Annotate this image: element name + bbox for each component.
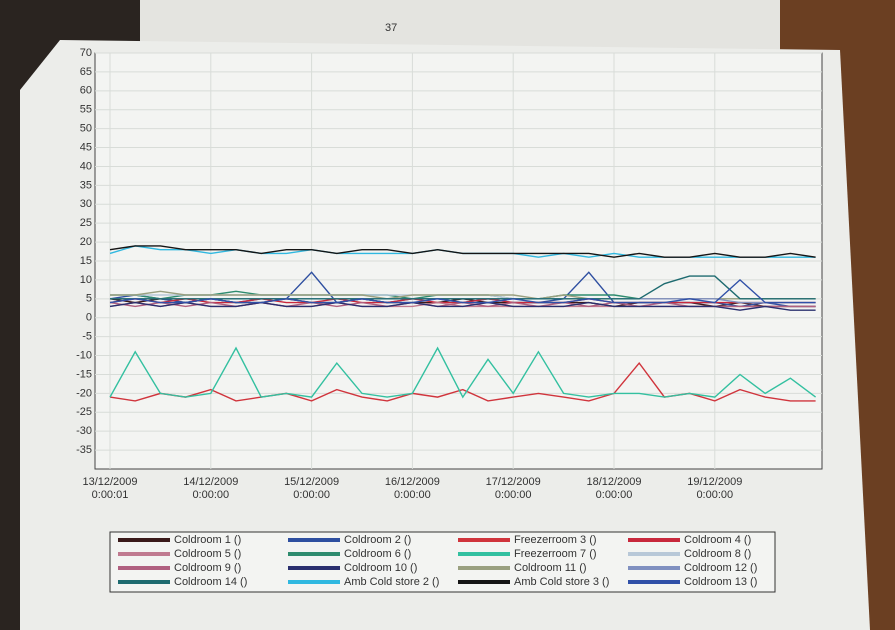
y-tick-label: 25 — [80, 217, 92, 229]
x-tick-label: 19/12/2009 0:00:00 — [687, 476, 743, 501]
series-line — [109, 361, 816, 402]
x-tick-label: 18/12/2009 0:00:00 — [586, 476, 642, 501]
y-tick-label: -15 — [76, 368, 92, 380]
legend-label: Coldroom 12 () — [684, 562, 757, 574]
legend-label: Coldroom 9 () — [174, 562, 241, 574]
y-tick-label: -30 — [76, 425, 92, 437]
legend-label: Freezerroom 7 () — [514, 548, 597, 560]
y-tick-label: 40 — [80, 160, 92, 172]
legend-label: Coldroom 14 () — [174, 576, 247, 588]
y-tick-label: 35 — [80, 179, 92, 191]
y-tick-label: 5 — [86, 293, 92, 305]
y-tick-label: 60 — [80, 85, 92, 97]
y-tick-label: 0 — [86, 312, 92, 324]
legend-label: Freezerroom 3 () — [514, 534, 597, 546]
y-tick-label: -10 — [76, 349, 92, 361]
series-line — [109, 278, 816, 304]
y-tick-label: -35 — [76, 444, 92, 456]
legend-label: Coldroom 8 () — [684, 548, 751, 560]
y-tick-label: 55 — [80, 104, 92, 116]
legend-label: Coldroom 1 () — [174, 534, 241, 546]
series-line — [109, 245, 816, 258]
series-line — [109, 346, 817, 399]
handwritten-note: 37 — [385, 22, 397, 34]
y-tick-label: -5 — [82, 331, 92, 343]
y-tick-label: 70 — [80, 47, 92, 59]
y-tick-label: 65 — [80, 66, 92, 78]
x-tick-label: 17/12/2009 0:00:00 — [485, 476, 541, 501]
legend-label: Coldroom 2 () — [344, 534, 411, 546]
y-tick-label: -20 — [76, 387, 92, 399]
y-tick-label: 20 — [80, 236, 92, 248]
legend-label: Coldroom 5 () — [174, 548, 241, 560]
legend-label: Coldroom 6 () — [344, 548, 411, 560]
legend-label: Coldroom 13 () — [684, 576, 757, 588]
y-tick-label: 50 — [80, 123, 92, 135]
x-tick-label: 15/12/2009 0:00:00 — [284, 476, 340, 501]
legend-label: Coldroom 4 () — [684, 534, 751, 546]
x-tick-label: 13/12/2009 0:00:01 — [82, 476, 138, 501]
y-tick-label: 10 — [80, 274, 92, 286]
y-tick-label: 15 — [80, 255, 92, 267]
series-line — [109, 301, 816, 311]
y-tick-label: 30 — [80, 198, 92, 210]
x-tick-label: 16/12/2009 0:00:00 — [384, 476, 440, 501]
x-tick-label: 14/12/2009 0:00:00 — [183, 476, 239, 501]
y-tick-label: -25 — [76, 406, 92, 418]
legend-label: Amb Cold store 2 () — [344, 576, 439, 588]
series-line — [110, 275, 816, 300]
y-tick-label: 45 — [80, 141, 92, 153]
legend-label: Coldroom 11 () — [514, 562, 587, 574]
legend-label: Amb Cold store 3 () — [514, 576, 609, 588]
legend-label: Coldroom 10 () — [344, 562, 417, 574]
